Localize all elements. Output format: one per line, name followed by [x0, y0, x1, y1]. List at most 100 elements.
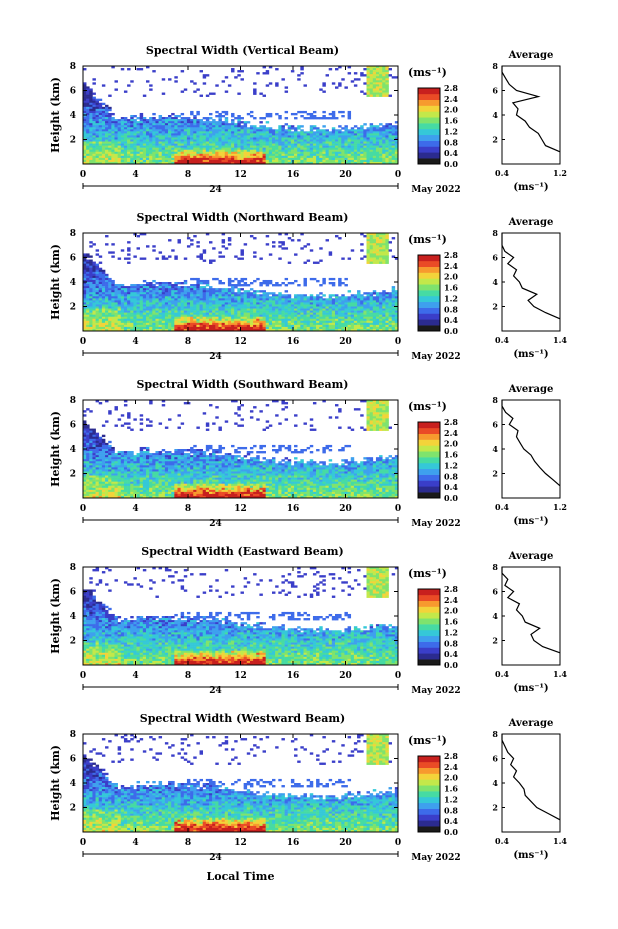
- heatmap-cell: [146, 282, 150, 285]
- heatmap-cell: [196, 294, 200, 297]
- heatmap-cell: [265, 318, 270, 322]
- colorbar-swatch: [418, 134, 440, 141]
- heatmap-cell: [369, 259, 374, 262]
- heatmap-cell: [363, 298, 367, 301]
- heatmap-cell: [133, 318, 137, 322]
- heatmap-cell: [372, 157, 377, 161]
- heatmap-cell: [114, 312, 118, 315]
- heatmap-cell: [212, 306, 216, 309]
- heatmap-cell: [379, 296, 383, 299]
- heatmap-cell: [256, 328, 260, 332]
- profile-x-label: (ms⁻¹): [513, 182, 548, 193]
- heatmap-cell: [259, 155, 263, 159]
- heatmap-cell: [375, 157, 380, 161]
- heatmap-cell: [92, 153, 96, 157]
- heatmap-cell: [366, 80, 370, 83]
- heatmap-cell: [309, 300, 314, 303]
- heatmap-cell: [139, 149, 144, 153]
- heatmap-cell: [363, 322, 367, 326]
- heatmap-cell: [237, 153, 241, 157]
- heatmap-cell: [114, 145, 118, 148]
- heatmap-cell: [127, 294, 131, 297]
- heatmap-cell: [287, 147, 292, 151]
- heatmap-cell: [385, 131, 389, 134]
- heatmap-cell: [209, 127, 213, 130]
- colorbar-swatch: [418, 158, 440, 165]
- heatmap-cell: [265, 322, 270, 326]
- heatmap-cell: [133, 302, 137, 305]
- heatmap-cell: [139, 135, 144, 138]
- heatmap-cell: [341, 282, 345, 285]
- heatmap-cell: [123, 296, 128, 299]
- heatmap-cell: [174, 284, 178, 287]
- heatmap-cell: [259, 153, 263, 157]
- heatmap-cell: [331, 141, 336, 144]
- heatmap-cell: [202, 82, 207, 85]
- heatmap-cell: [281, 125, 285, 128]
- heatmap-cell: [218, 131, 222, 134]
- heatmap-cell: [246, 324, 251, 328]
- heatmap-cell: [133, 286, 137, 289]
- heatmap-cell: [193, 149, 197, 153]
- heatmap-cell: [272, 153, 276, 157]
- heatmap-cell: [231, 290, 235, 293]
- heatmap-cell: [284, 316, 289, 320]
- heatmap-cell: [196, 157, 200, 161]
- heatmap-cell: [287, 326, 292, 330]
- heatmap-cell: [338, 151, 342, 155]
- heatmap-cell: [375, 318, 380, 322]
- heatmap-cell: [209, 145, 213, 148]
- heatmap-cell: [372, 290, 377, 293]
- heatmap-cell: [190, 314, 194, 318]
- heatmap-cell: [114, 284, 118, 287]
- heatmap-cell: [174, 119, 178, 122]
- heatmap-cell: [158, 302, 163, 305]
- heatmap-cell: [249, 304, 254, 307]
- heatmap-cell: [180, 143, 185, 146]
- heatmap-cell: [186, 308, 191, 311]
- heatmap-cell: [297, 145, 301, 148]
- heatmap-cell: [388, 296, 392, 299]
- heatmap-cell: [209, 121, 213, 124]
- heatmap-cell: [259, 326, 263, 330]
- heatmap-cell: [193, 135, 197, 138]
- heatmap-cell: [353, 125, 358, 128]
- heatmap-cell: [86, 277, 90, 281]
- heatmap-cell: [272, 159, 276, 163]
- heatmap-cell: [312, 147, 317, 151]
- heatmap-cell: [161, 288, 166, 291]
- heatmap-cell: [369, 82, 374, 85]
- heatmap-cell: [312, 149, 317, 153]
- heatmap-cell: [265, 294, 270, 297]
- heatmap-cell: [253, 117, 257, 120]
- heatmap-cell: [227, 324, 232, 328]
- heatmap-cell: [130, 139, 134, 142]
- heatmap-cell: [95, 328, 100, 332]
- heatmap-cell: [237, 145, 241, 148]
- heatmap-cell: [98, 294, 103, 297]
- heatmap-cell: [375, 304, 380, 307]
- heatmap-cell: [89, 88, 93, 91]
- heatmap-cell: [130, 318, 134, 322]
- heatmap-cell: [98, 127, 103, 130]
- heatmap-cell: [234, 314, 238, 318]
- heatmap-cell: [98, 271, 103, 275]
- heatmap-cell: [287, 127, 292, 130]
- heatmap-cell: [127, 121, 131, 124]
- heatmap-cell: [146, 308, 150, 311]
- heatmap-cell: [394, 298, 399, 301]
- heatmap-cell: [92, 147, 96, 151]
- heatmap-cell: [284, 131, 289, 134]
- heatmap-cell: [83, 304, 87, 307]
- heatmap-cell: [180, 161, 185, 165]
- heatmap-cell: [130, 137, 134, 140]
- heatmap-cell: [231, 324, 235, 328]
- heatmap-cell: [199, 255, 203, 258]
- heatmap-cell: [265, 300, 270, 303]
- heatmap-cell: [243, 300, 248, 303]
- heatmap-cell: [369, 161, 374, 165]
- heatmap-cell: [183, 147, 188, 151]
- heatmap-cell: [164, 324, 169, 328]
- heatmap-cell: [344, 306, 348, 309]
- heatmap-cell: [161, 143, 166, 146]
